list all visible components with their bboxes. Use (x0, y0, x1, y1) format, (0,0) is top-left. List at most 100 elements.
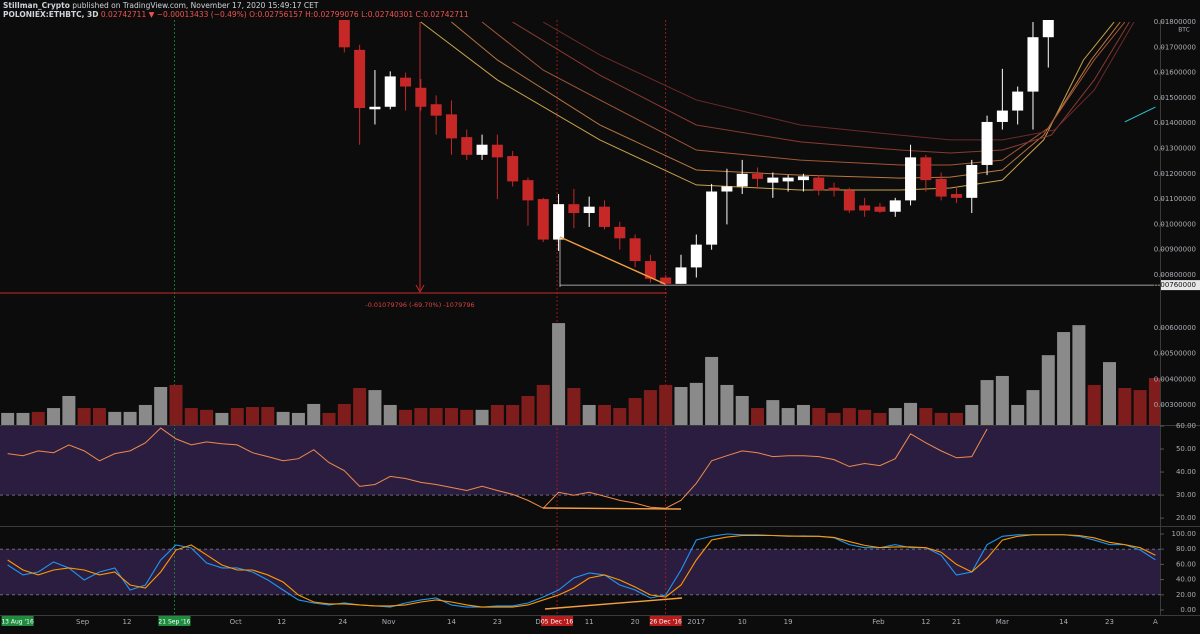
candle-body (537, 199, 549, 240)
moving-average (451, 21, 1121, 179)
volume-bar (246, 407, 260, 425)
candle-body (660, 277, 672, 284)
x-tick-label: 12 (123, 618, 132, 626)
volume-bar (108, 411, 122, 425)
volume-bar (215, 412, 229, 425)
candle-body (950, 194, 962, 198)
x-tick-label: 21 (952, 618, 961, 626)
x-tick-label: 23 (493, 618, 502, 626)
candle-body (1027, 37, 1039, 92)
y-tick-label: 60.00 (1176, 560, 1196, 568)
volume-bar (444, 408, 458, 425)
volume-bar (995, 375, 1009, 425)
x-tick-label: 20 (631, 618, 640, 626)
candle-body (568, 204, 580, 214)
volume-bar (888, 408, 902, 425)
y-tick-label: 40.00 (1176, 468, 1196, 476)
candle-body (476, 144, 488, 155)
published: published on TradingView.com, November 1… (72, 1, 319, 10)
candle-body (690, 244, 702, 268)
x-tick-label: Feb (872, 618, 885, 626)
candle-body (629, 238, 641, 262)
volume-bar (689, 382, 703, 425)
x-tick-label: 23 (1105, 618, 1114, 626)
x-tick-label: Mar (996, 618, 1009, 626)
volume-bar (429, 408, 443, 425)
candle-body (859, 205, 871, 211)
volume-bar (1057, 332, 1071, 425)
y-tick-label: 50.00 (1176, 445, 1196, 453)
moving-average (1124, 106, 1156, 123)
volume-bar (230, 408, 244, 425)
volume-bar (735, 395, 749, 425)
volume-bar (460, 409, 474, 425)
volume-bar (827, 412, 841, 425)
rsi-layer (7, 427, 988, 509)
y-tick-label: 0.01200000 (1154, 170, 1196, 178)
y-tick-label: 0.00600000 (1154, 324, 1196, 332)
x-tick-label: 21 Sep '16 (158, 619, 190, 626)
header-line-2: POLONIEX:ETHBTC, 3D 0.02742711 ▼ −0.0001… (3, 10, 469, 19)
candle-body (782, 177, 794, 182)
volume-bar (1, 412, 15, 425)
header-line-1: Stillman_Crypto published on TradingView… (3, 1, 319, 10)
volume-bar (705, 356, 719, 425)
candle-body (767, 177, 779, 183)
y-tick-label: 0.01700000 (1154, 43, 1196, 51)
volume-bar (138, 404, 152, 425)
volume-bar (751, 408, 765, 425)
candle-body (874, 206, 886, 212)
candle-body (507, 156, 519, 182)
volume-bar (873, 412, 887, 425)
y-tick-label: 0.00300000 (1154, 401, 1196, 409)
y-tick-label: 0.00 (1180, 606, 1196, 614)
volume-bar (47, 408, 61, 425)
y-tick-label: 40.00 (1176, 576, 1196, 584)
candle-body (522, 180, 534, 201)
volume-bar (582, 404, 596, 425)
y-tick-label: 0.00900000 (1154, 246, 1196, 254)
volume-bar (414, 408, 428, 425)
close: C:0.02742711 (416, 10, 469, 19)
candle-body (828, 187, 840, 191)
candle-body (430, 104, 442, 116)
volume-bar (613, 408, 627, 425)
measure-label: -0.01079796 (-69.70%) -1079796 (365, 301, 474, 309)
y-tick-label: 0.01400000 (1154, 119, 1196, 127)
volume-bar (154, 387, 168, 425)
indicator-line (7, 427, 988, 509)
candle-body (736, 173, 748, 187)
candle-body (905, 157, 917, 201)
y-tick-label: 60.00 (1176, 422, 1196, 430)
volume-bar (200, 409, 214, 425)
x-tick-label: 10 (738, 618, 747, 626)
candle-body (644, 261, 656, 279)
volume-bar (506, 404, 520, 425)
high: H:0.02799076 (305, 10, 359, 19)
volume-bar (92, 408, 106, 425)
volume-bar (383, 404, 397, 425)
volume-bar (1072, 325, 1086, 425)
volume-bar (812, 408, 826, 425)
candle-body (354, 49, 366, 109)
change: ▼ −0.00013433 (−0.49%) (149, 10, 247, 19)
volume-bar (276, 411, 290, 425)
candle-body (369, 106, 381, 110)
price-marker-box (1161, 280, 1200, 291)
volume-bar (980, 380, 994, 425)
date-highlight (649, 616, 682, 626)
date-highlight (541, 616, 574, 626)
candle-body (400, 77, 412, 87)
candle-body (461, 137, 473, 155)
y-tick-label: 0.00800000 (1154, 271, 1196, 279)
candle-body (598, 206, 610, 227)
volume-bar (521, 395, 535, 425)
x-tick-label: 19 (784, 618, 793, 626)
stoch-trendline (544, 597, 683, 610)
y-tick-label: 80.00 (1176, 545, 1196, 553)
x-tick-label: Oct (230, 618, 242, 626)
volume-bar (1133, 390, 1147, 425)
volume-bar (781, 408, 795, 425)
date-highlight (158, 616, 191, 626)
volume-bar (567, 388, 581, 425)
